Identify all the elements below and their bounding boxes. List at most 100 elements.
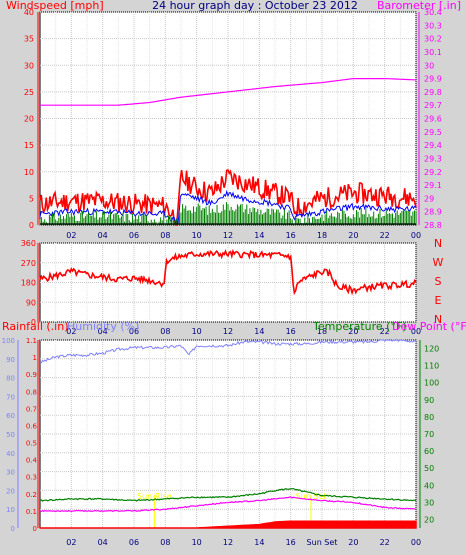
humidity-line — [39, 339, 417, 364]
temperature-tick-label: 40 — [424, 481, 434, 490]
x-tick-label: 22 — [380, 231, 390, 240]
rainfall-axis-title: Rainfall (.in) — [2, 320, 69, 333]
x-tick-label: 22 — [380, 538, 390, 547]
x-tick-label: 00 — [411, 231, 421, 240]
rain-tick-label: 0.3 — [26, 474, 37, 482]
x-tick-label: 00 — [411, 538, 421, 547]
rain-tick-label: 0.7 — [26, 405, 37, 413]
right-tick-label: 29 — [424, 194, 434, 203]
x-tick-label: 16 — [286, 538, 296, 547]
right-tick-label: 29.9 — [424, 75, 442, 84]
compass-label: N — [434, 313, 442, 326]
right-tick-label: 30 — [424, 61, 434, 70]
x-tick-label: 06 — [129, 231, 139, 240]
rainfall-area — [40, 520, 417, 529]
temperature-tick-label: 110 — [424, 362, 439, 371]
rain-tick-label: 1.1 — [26, 337, 37, 345]
rain-tick-label: 0.5 — [26, 440, 37, 448]
rain-tick-label: 0.1 — [26, 508, 37, 516]
right-tick-label: 29.7 — [424, 101, 442, 110]
x-tick-label: 08 — [160, 538, 170, 547]
x-tick-label: 20 — [348, 538, 358, 547]
rain-tick-label: 0.8 — [26, 388, 37, 396]
humidity-tick-label: 80 — [6, 375, 15, 383]
x-tick-label: 00 — [411, 327, 421, 336]
x-tick-label: 08 — [160, 327, 170, 336]
rain-tick-label: 0.4 — [26, 457, 38, 465]
compass-label: N — [434, 237, 442, 250]
right-tick-label: 30.3 — [424, 21, 442, 30]
right-tick-label: 28.8 — [424, 221, 442, 230]
left-tick-label: 40 — [24, 8, 34, 17]
x-tick-label: 20 — [348, 231, 358, 240]
left-tick-label: 25 — [24, 88, 34, 97]
left-axis-title: Windspeed [mph] — [6, 0, 104, 12]
x-tick-label: 10 — [192, 538, 202, 547]
temperature-axis-title: Temperature (°F) — [312, 320, 407, 333]
x-tick-label: 06 — [129, 538, 139, 547]
wind-gust-line — [39, 169, 417, 226]
temperature-tick-label: 20 — [424, 515, 434, 524]
x-tick-label: 18 — [317, 231, 327, 240]
right-tick-label: 29.6 — [424, 115, 442, 124]
rain-tick-label: 0.2 — [26, 491, 37, 499]
temperature-line — [39, 488, 417, 502]
x-tick-label: 14 — [254, 327, 264, 336]
direction-tick-label: 0 — [31, 318, 36, 327]
x-tick-label: 06 — [129, 327, 139, 336]
right-tick-label: 29.8 — [424, 88, 442, 97]
humidity-tick-label: 100 — [2, 337, 15, 345]
wind-speed-line — [39, 189, 417, 225]
right-tick-label: 30.1 — [424, 48, 442, 57]
wind-direction-line — [39, 248, 417, 296]
temperature-tick-label: 50 — [424, 464, 434, 473]
temperature-tick-label: 120 — [424, 345, 439, 354]
direction-tick-label: 90 — [26, 298, 36, 307]
right-tick-label: 29.5 — [424, 128, 442, 137]
x-tick-label: 10 — [192, 327, 202, 336]
humidity-tick-label: 10 — [6, 506, 15, 514]
x-tick-label: 22 — [380, 327, 390, 336]
x-tick-label: 12 — [223, 327, 233, 336]
x-tick-label: 04 — [98, 327, 108, 336]
temperature-tick-label: 80 — [424, 413, 434, 422]
temperature-tick-label: 70 — [424, 430, 434, 439]
humidity-tick-label: 0 — [11, 525, 15, 533]
sunrise-label: Sun Rise — [137, 492, 172, 501]
right-axis-title: Barometer [.in] — [377, 0, 461, 12]
temperature-tick-label: 90 — [424, 396, 434, 405]
chart-title: 24 hour graph day : October 23 2012 — [152, 0, 358, 12]
rain-tick-label: 1 — [33, 354, 37, 362]
x-tick-label: 18 — [317, 327, 327, 336]
rain-tick-label: 0 — [33, 525, 37, 533]
x-tick-label: 02 — [66, 327, 76, 336]
x-tick-label: 16 — [286, 327, 296, 336]
humidity-tick-label: 40 — [6, 450, 15, 458]
direction-tick-label: 270 — [21, 259, 36, 268]
left-tick-label: 5 — [29, 194, 34, 203]
x-tick-label: 02 — [66, 231, 76, 240]
sunset-label: Sun Set — [296, 492, 327, 501]
right-tick-label: 29.2 — [424, 168, 442, 177]
compass-label: E — [435, 294, 442, 307]
right-tick-label: 28.9 — [424, 208, 442, 217]
humidity-tick-label: 90 — [6, 356, 15, 364]
temperature-tick-label: 60 — [424, 447, 434, 456]
humidity-tick-label: 70 — [6, 393, 15, 401]
humidity-axis-title: Humidity (%) — [67, 320, 139, 333]
rain-tick-label: 0.9 — [26, 371, 37, 379]
direction-tick-label: 180 — [21, 279, 36, 288]
left-tick-label: 0 — [29, 221, 34, 230]
x-tick-label: 14 — [254, 231, 264, 240]
dewpoint-line — [39, 496, 417, 513]
left-tick-label: 20 — [24, 115, 34, 124]
left-tick-label: 35 — [24, 35, 34, 44]
x-tick-label: 20 — [348, 327, 358, 336]
right-tick-label: 29.3 — [424, 154, 442, 163]
right-tick-label: 29.1 — [424, 181, 442, 190]
right-tick-label: 29.4 — [424, 141, 442, 150]
x-tick-label: 04 — [98, 231, 108, 240]
barometer-line — [40, 78, 417, 106]
right-tick-label: 30.4 — [424, 8, 442, 17]
x-tick-label: 12 — [223, 538, 233, 547]
